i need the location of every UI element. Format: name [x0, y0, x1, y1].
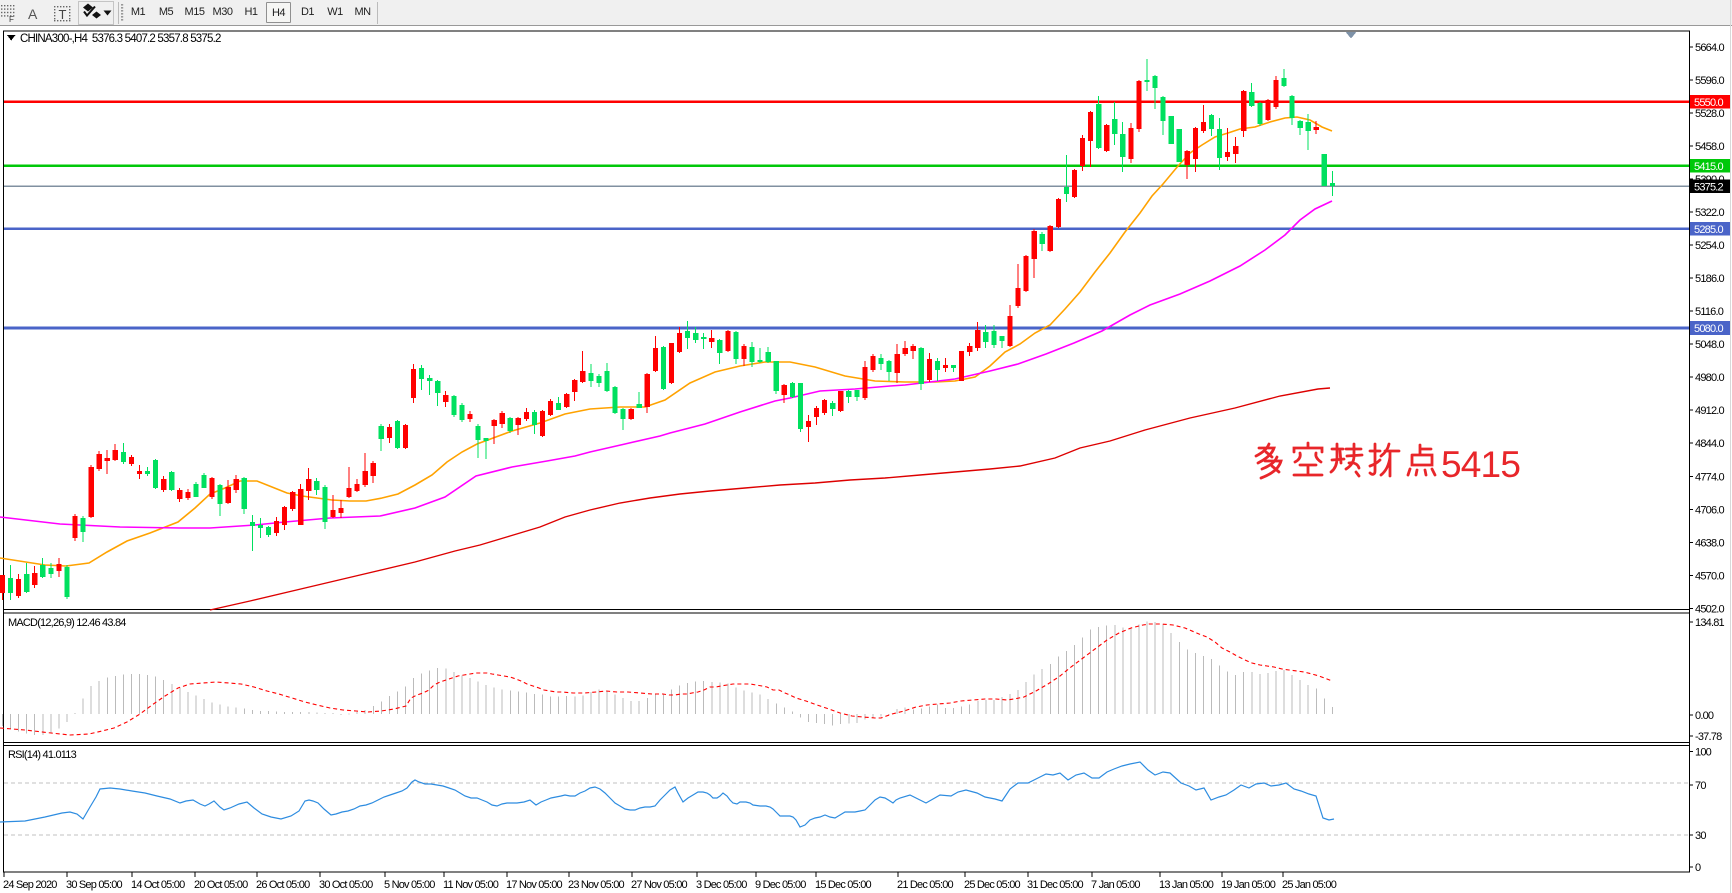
svg-text:27 Nov 05:00: 27 Nov 05:00	[631, 879, 688, 891]
svg-text:14 Oct 05:00: 14 Oct 05:00	[131, 879, 185, 891]
svg-text:4844.0: 4844.0	[1695, 438, 1725, 450]
svg-text:5 Nov 05:00: 5 Nov 05:00	[384, 879, 435, 891]
svg-text:30 Sep 05:00: 30 Sep 05:00	[66, 879, 123, 891]
svg-text:4774.0: 4774.0	[1695, 471, 1725, 483]
svg-text:4502.0: 4502.0	[1695, 603, 1725, 615]
svg-text:4570.0: 4570.0	[1695, 570, 1725, 582]
svg-text:4706.0: 4706.0	[1695, 504, 1725, 516]
svg-text:F: F	[9, 15, 14, 24]
svg-text:11 Nov 05:00: 11 Nov 05:00	[443, 879, 499, 891]
svg-text:5664.0: 5664.0	[1695, 42, 1725, 54]
svg-text:17 Nov 05:00: 17 Nov 05:00	[506, 879, 563, 891]
svg-text:5550.0: 5550.0	[1694, 97, 1724, 109]
svg-text:T: T	[59, 7, 67, 22]
svg-text:CHINA300-,H4 5376.3 5407.2 53: CHINA300-,H4 5376.3 5407.2 5357.8 5375.2	[20, 33, 221, 45]
svg-text:5375.2: 5375.2	[1694, 181, 1724, 193]
svg-text:-37.78: -37.78	[1695, 731, 1722, 743]
svg-text:RSI(14) 41.0113: RSI(14) 41.0113	[8, 749, 77, 761]
svg-text:MACD(12,26,9) 12.46 43.84: MACD(12,26,9) 12.46 43.84	[8, 617, 126, 629]
svg-text:4980.0: 4980.0	[1695, 372, 1725, 384]
svg-text:5458.0: 5458.0	[1695, 141, 1725, 153]
svg-text:0.00: 0.00	[1695, 710, 1714, 722]
svg-text:0: 0	[1695, 862, 1701, 874]
svg-text:31 Dec 05:00: 31 Dec 05:00	[1027, 879, 1084, 891]
svg-text:100: 100	[1695, 747, 1712, 759]
svg-text:5596.0: 5596.0	[1695, 75, 1725, 87]
svg-text:15 Dec 05:00: 15 Dec 05:00	[815, 879, 872, 891]
svg-text:19 Jan 05:00: 19 Jan 05:00	[1221, 879, 1276, 891]
svg-text:5415: 5415	[1441, 444, 1520, 485]
svg-text:25 Dec 05:00: 25 Dec 05:00	[964, 879, 1021, 891]
svg-text:23 Nov 05:00: 23 Nov 05:00	[568, 879, 625, 891]
svg-text:5415.0: 5415.0	[1694, 161, 1724, 173]
svg-text:5116.0: 5116.0	[1695, 306, 1724, 318]
svg-text:25 Jan 05:00: 25 Jan 05:00	[1282, 879, 1337, 891]
svg-text:9 Dec 05:00: 9 Dec 05:00	[755, 879, 806, 891]
svg-text:134.81: 134.81	[1695, 617, 1725, 629]
svg-text:4912.0: 4912.0	[1695, 405, 1725, 417]
svg-text:4638.0: 4638.0	[1695, 537, 1725, 549]
svg-text:24 Sep 2020: 24 Sep 2020	[3, 879, 57, 891]
svg-text:5322.0: 5322.0	[1695, 207, 1725, 219]
svg-text:5254.0: 5254.0	[1695, 240, 1725, 252]
svg-text:5186.0: 5186.0	[1695, 273, 1725, 285]
svg-text:13 Jan 05:00: 13 Jan 05:00	[1159, 879, 1214, 891]
svg-text:A: A	[28, 6, 38, 22]
svg-text:5528.0: 5528.0	[1695, 108, 1725, 120]
svg-text:20 Oct 05:00: 20 Oct 05:00	[194, 879, 248, 891]
svg-text:30: 30	[1695, 830, 1706, 842]
svg-text:3 Dec 05:00: 3 Dec 05:00	[696, 879, 747, 891]
svg-text:7 Jan 05:00: 7 Jan 05:00	[1091, 879, 1140, 891]
svg-text:70: 70	[1695, 780, 1706, 792]
svg-text:5080.0: 5080.0	[1694, 323, 1724, 335]
svg-text:21 Dec 05:00: 21 Dec 05:00	[897, 879, 954, 891]
svg-text:26 Oct 05:00: 26 Oct 05:00	[256, 879, 310, 891]
svg-text:5285.0: 5285.0	[1694, 224, 1724, 236]
svg-text:5048.0: 5048.0	[1695, 339, 1725, 351]
svg-text:30 Oct 05:00: 30 Oct 05:00	[319, 879, 373, 891]
